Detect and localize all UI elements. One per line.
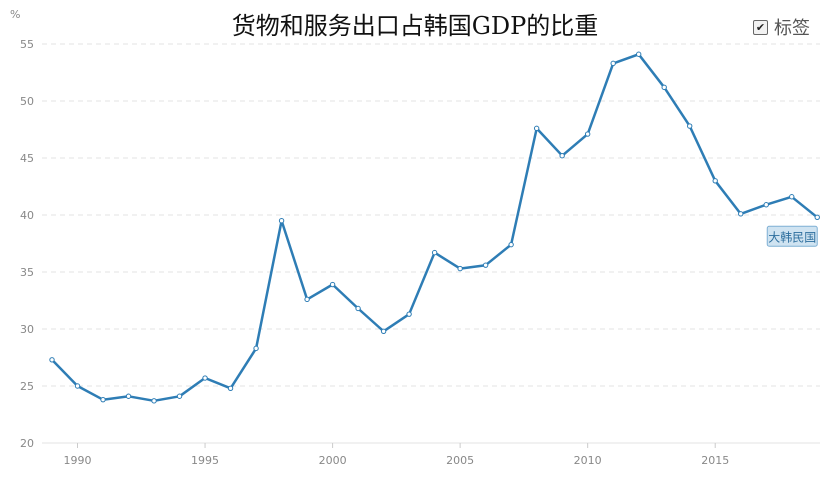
data-point-2013: [661, 84, 667, 91]
data-point-1995: [202, 375, 208, 381]
label-toggle[interactable]: ✔ 标签: [753, 14, 810, 40]
data-point-1997: [253, 345, 259, 352]
data-point-2008: [533, 125, 540, 132]
data-point-2007: [508, 241, 514, 248]
y-tick-label-50: 50: [20, 95, 34, 108]
y-axis-unit-label: %: [10, 8, 21, 21]
data-point-1998: [278, 218, 285, 224]
series-label-box: [766, 225, 818, 247]
data-point-2015: [712, 178, 718, 184]
data-point-2005: [457, 265, 463, 272]
data-point-2009: [559, 153, 565, 159]
data-point-1994: [176, 393, 183, 399]
y-tick-label-40: 40: [20, 209, 34, 222]
y-tick-label-55: 55: [20, 38, 34, 51]
data-point-2006: [482, 262, 489, 268]
x-tick-label-1990: 1990: [64, 454, 92, 467]
data-point-1989: [49, 357, 55, 363]
data-point-2012: [635, 51, 642, 57]
y-tick-label-20: 20: [20, 437, 34, 450]
x-tick-label-2005: 2005: [446, 454, 474, 467]
data-point-2018: [789, 194, 795, 200]
data-point-2014: [687, 123, 693, 129]
data-point-1990: [74, 383, 81, 389]
data-point-2000: [329, 281, 336, 288]
data-point-2017: [763, 202, 769, 208]
y-tick-label-45: 45: [20, 152, 34, 165]
x-tick-label-2000: 2000: [319, 454, 347, 467]
series-label: 大韩民国: [768, 229, 816, 244]
data-point-1992: [125, 393, 132, 399]
checkbox-checked-icon[interactable]: ✔: [753, 19, 768, 35]
data-point-1993: [151, 398, 157, 404]
series-line: [51, 53, 818, 403]
data-point-2002: [380, 328, 387, 334]
label-toggle-text: 标签: [774, 18, 810, 39]
data-point-2019: [814, 214, 820, 220]
x-tick-label-1995: 1995: [191, 454, 219, 467]
x-tick-label-2015: 2015: [701, 454, 729, 467]
data-point-1999: [304, 296, 310, 303]
x-tick-label-2010: 2010: [574, 454, 602, 467]
data-point-2016: [738, 211, 744, 217]
y-tick-label-35: 35: [20, 266, 34, 279]
data-point-2010: [584, 131, 591, 137]
data-point-2011: [610, 60, 616, 67]
chart-title: 货物和服务出口占韩国GDP的比重: [231, 12, 599, 40]
data-point-2001: [355, 305, 361, 312]
y-tick-label-30: 30: [20, 323, 34, 336]
data-point-1991: [100, 396, 106, 403]
data-point-2003: [406, 311, 412, 317]
data-point-1996: [227, 385, 234, 391]
data-point-2004: [431, 249, 438, 256]
y-tick-label-25: 25: [20, 380, 34, 393]
